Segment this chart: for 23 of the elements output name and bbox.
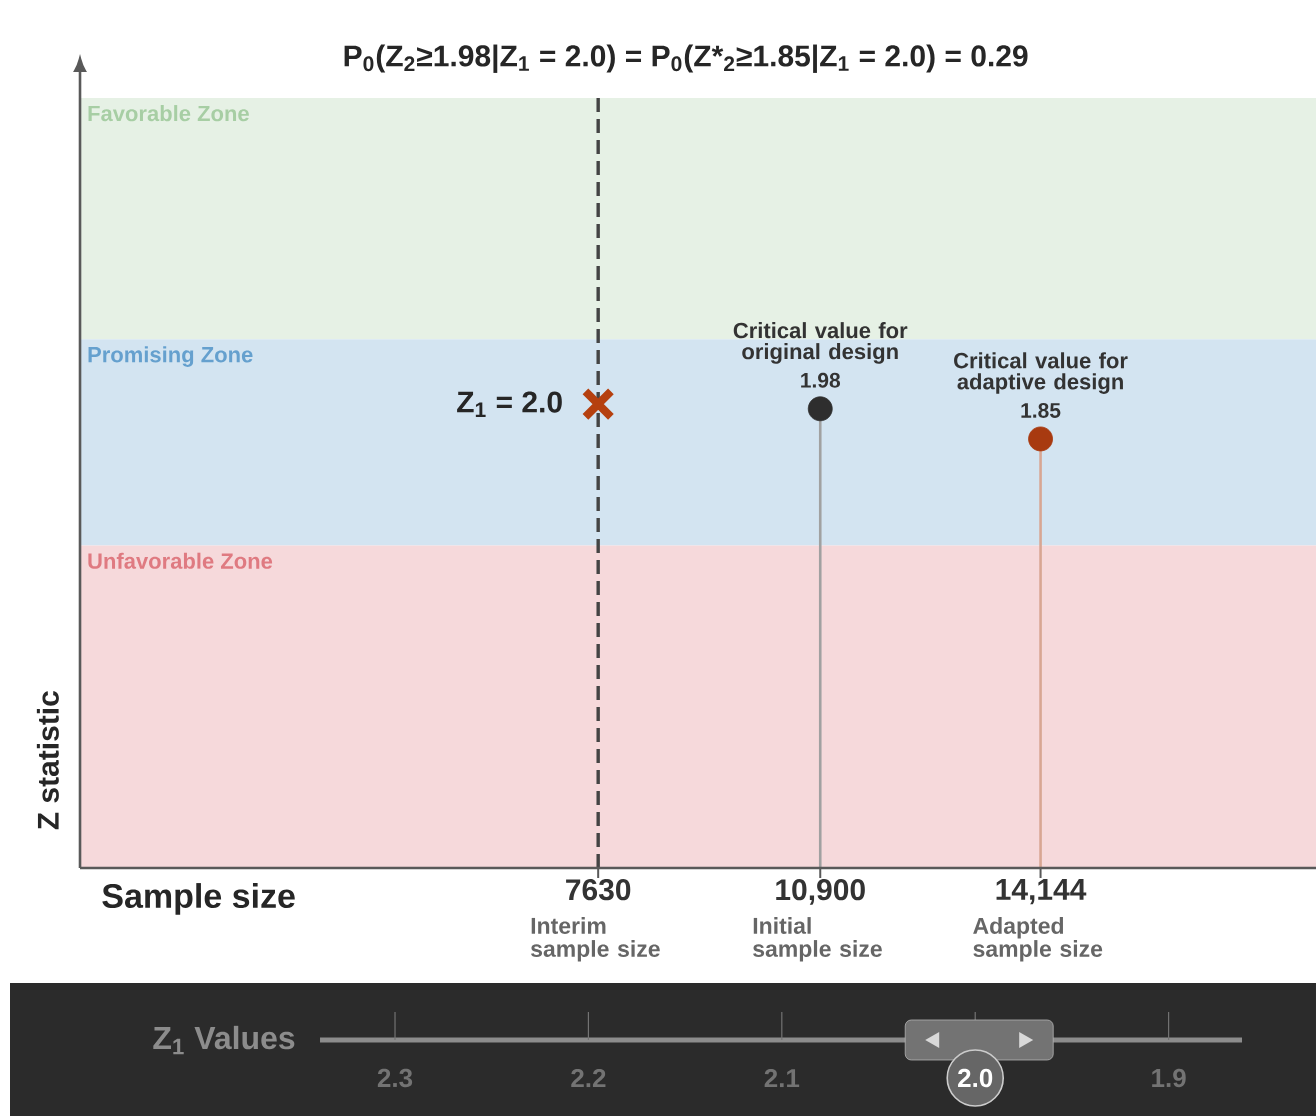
x-tick-label: 14,144 bbox=[996, 879, 1087, 905]
x-tick-label: 7630 bbox=[566, 879, 631, 901]
text: 2.3 bbox=[377, 1068, 413, 1088]
band-label: Promising Zone bbox=[88, 346, 253, 367]
data-label: 1.98 bbox=[801, 372, 841, 388]
band-label: Unfavorable Zone bbox=[88, 552, 273, 569]
annotation: Z$_{1}$ = 2.0 bbox=[457, 391, 562, 417]
text: 2.2 bbox=[571, 1068, 606, 1088]
band-label: Favorable Zone bbox=[88, 105, 249, 122]
x-axis-title: Sample size bbox=[102, 883, 295, 915]
x-tick-label: 10,900 bbox=[776, 879, 865, 905]
annotation: Critical value for original design bbox=[733, 322, 908, 364]
annotation: Critical value for adaptive design bbox=[954, 352, 1128, 394]
text: 2.1 bbox=[764, 1068, 800, 1088]
chart-title: P$_{0}$(Z$_{2}$≥1.98|Z$_{1}$ = 2.0) = P$_{0}$(Z*$_{2}$≥1.85|Z$_{1}$ = 2.0) = 0.29 bbox=[344, 44, 1028, 73]
text: Z$_{1}$ Values bbox=[153, 1025, 295, 1055]
annotation: Interim sample size bbox=[530, 917, 660, 962]
annotation: Adapted sample size bbox=[973, 917, 1103, 962]
text: 1.9 bbox=[1152, 1068, 1186, 1088]
text: 2.0 bbox=[958, 1068, 993, 1088]
y-axis-title: Z statistic bbox=[36, 691, 59, 830]
data-label: 1.85 bbox=[1021, 403, 1061, 418]
annotation: Initial sample size bbox=[753, 917, 882, 962]
